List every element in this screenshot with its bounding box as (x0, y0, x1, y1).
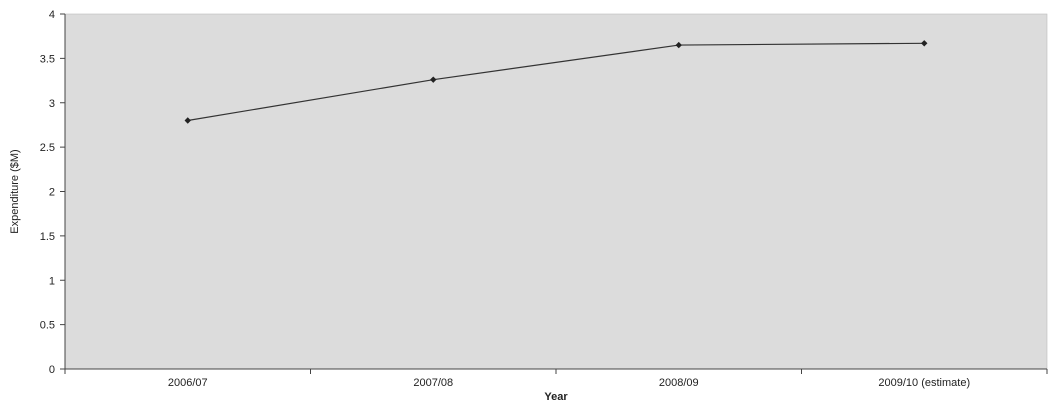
y-tick-label: 3 (49, 98, 55, 110)
x-axis-title: Year (544, 391, 568, 400)
series-layer (184, 40, 928, 124)
y-axis: 0 0.5 1 1.5 2 2.5 3 3.5 4 (40, 9, 66, 376)
x-tick-label: 2008/09 (659, 377, 699, 389)
y-tick-label: 3.5 (40, 53, 55, 65)
y-tick-label: 4 (49, 9, 55, 21)
series-line (187, 42, 925, 122)
data-point (184, 117, 191, 124)
y-tick-label: 0.5 (40, 320, 55, 332)
y-tick-label: 2 (49, 187, 55, 199)
x-tick-label: 2009/10 (estimate) (878, 377, 970, 389)
x-tick-label: 2006/07 (168, 377, 208, 389)
y-axis-title: Expenditure ($M) (9, 149, 21, 233)
plot-area (64, 13, 1048, 370)
y-tick-label: 0 (49, 364, 55, 376)
data-point (430, 76, 437, 83)
x-axis: 2006/07 2007/08 2008/09 2009/10 (estimate) (64, 368, 1048, 389)
x-tick-label: 2007/08 (413, 377, 453, 389)
y-tick-label: 1 (49, 275, 55, 287)
data-point (921, 40, 928, 47)
data-point (675, 41, 682, 49)
y-tick-label: 2.5 (40, 142, 55, 154)
y-tick-label: 1.5 (40, 231, 55, 243)
